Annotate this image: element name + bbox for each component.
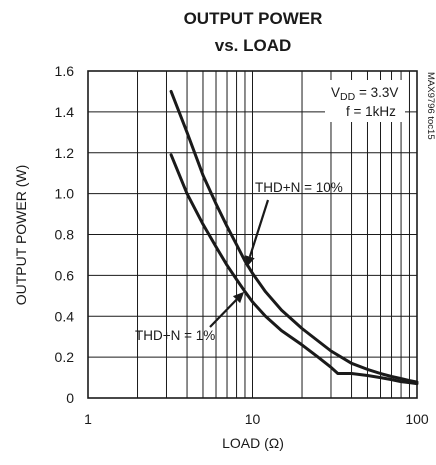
x-tick-label: 10 [245,411,261,427]
series-line-thd-1pct [169,153,419,386]
y-tick-label: 1.4 [55,104,75,120]
annotations: THD+N = 10% THD+N = 1% [135,180,343,343]
arrow-head [232,291,245,304]
freq-label: f = 1kHz [346,104,396,119]
tick-labels: 0 0.2 0.4 0.6 0.8 1.0 1.2 1.4 1.6 1 10 100 [55,63,429,427]
y-tick-label: 1.2 [55,145,75,161]
y-tick-label: 0 [66,390,74,406]
y-tick-label: 0.8 [55,227,75,243]
conditions-bg [325,80,405,122]
y-tick-label: 1.0 [55,186,75,202]
annotation-thd-1pct: THD+N = 1% [135,328,215,343]
annotation-thd-10pct: THD+N = 10% [255,180,343,195]
x-axis-label: LOAD (Ω) [222,435,284,451]
series-lines [169,89,419,386]
chart-title-line1: OUTPUT POWER [184,9,323,28]
y-tick-label: 0.4 [55,308,75,324]
chart-title-line2: vs. LOAD [215,36,292,55]
y-tick-label: 0.2 [55,349,75,365]
y-tick-label: 0.6 [55,267,75,283]
series-line-thd-10pct [169,89,419,384]
arrow-head [245,255,255,268]
y-tick-label: 1.6 [55,63,75,79]
vdd-label: VDD = 3.3V [331,85,398,103]
x-tick-label: 1 [84,411,92,427]
arrow-line [209,298,238,328]
plot-frame [87,70,418,399]
arrow-line [248,199,270,258]
side-label: MAX9796 toc15 [425,72,436,140]
x-tick-label: 100 [405,411,429,427]
conditions-box: VDD = 3.3V f = 1kHz [325,80,405,122]
y-axis-label: OUTPUT POWER (W) [13,165,29,306]
